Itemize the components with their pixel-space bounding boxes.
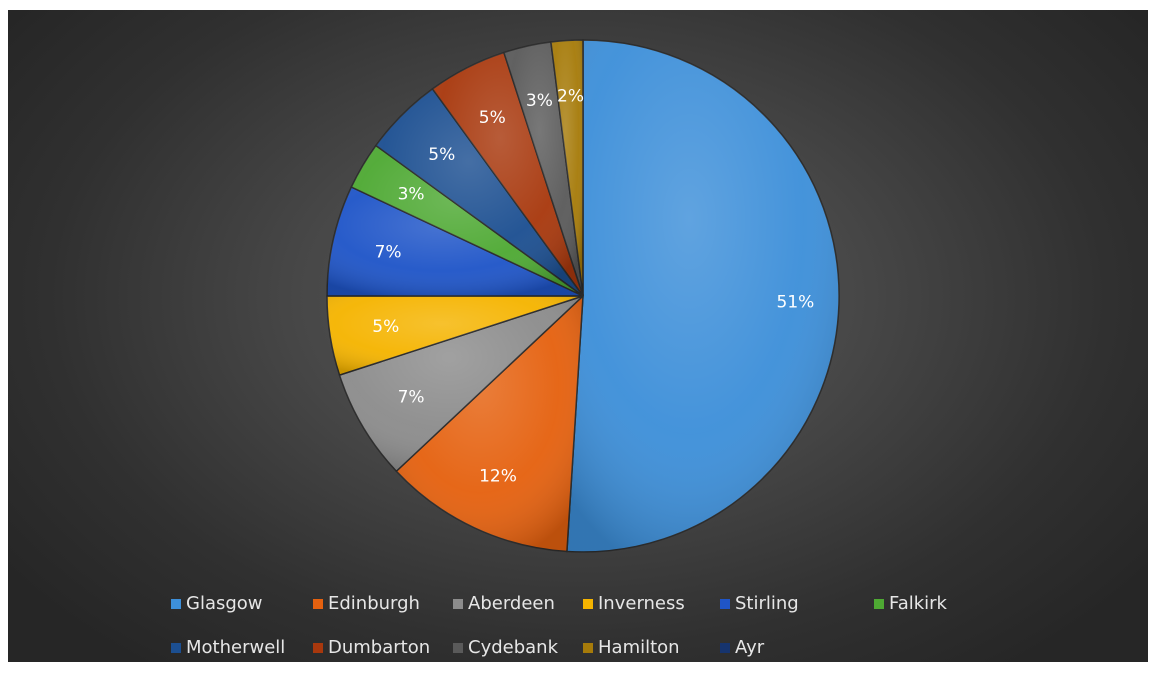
pie-slices — [326, 39, 840, 553]
legend-label: Dumbarton — [328, 637, 431, 658]
legend-label: Glasgow — [186, 593, 263, 614]
legend-swatch — [313, 598, 323, 609]
data-label-hamilton: 2% — [557, 87, 584, 107]
legend-swatch — [171, 642, 181, 653]
pie-slice-shine — [432, 52, 583, 296]
legend-label: Cydebank — [468, 637, 559, 658]
legend-item-inverness: Inverness — [583, 593, 685, 614]
legend-item-edinburgh: Edinburgh — [313, 593, 420, 614]
legend-swatch — [171, 598, 181, 609]
data-label-dumbarton: 5% — [479, 108, 506, 128]
legend-swatch — [313, 642, 323, 653]
legend-item-glasgow: Glasgow — [171, 593, 263, 614]
data-label-motherwell: 5% — [428, 145, 455, 165]
legend-label: Motherwell — [186, 637, 286, 658]
legend-item-aberdeen: Aberdeen — [453, 593, 555, 614]
chart-area: 51% 12% 7% 5% 7% 3% 5% 5% 3% 2% Glasgow Edinburgh… — [8, 10, 1148, 662]
data-label-aberdeen: 7% — [398, 388, 425, 408]
legend-swatch — [583, 642, 593, 653]
legend-label: Falkirk — [889, 593, 947, 614]
pie-slice-shine — [327, 296, 583, 376]
legend-label: Edinburgh — [328, 593, 420, 614]
data-label-edinburgh: 12% — [479, 467, 517, 487]
legend-swatch — [453, 598, 463, 609]
legend-swatch — [720, 642, 730, 653]
legend-item-falkirk: Falkirk — [874, 593, 947, 614]
legend-label: Ayr — [735, 637, 765, 658]
legend-label: Inverness — [598, 593, 685, 614]
data-label-stirling: 7% — [375, 242, 402, 262]
legend-label: Stirling — [735, 593, 799, 614]
legend-item-cydebank: Cydebank — [453, 637, 558, 658]
pie-slice-shine — [550, 40, 583, 296]
data-label-cydebank: 3% — [526, 91, 553, 111]
pie-slice-shine — [503, 42, 583, 296]
legend-label: Aberdeen — [468, 593, 555, 614]
legend-swatch — [453, 642, 463, 653]
pie-slice-shine — [351, 145, 583, 296]
pie-slice-shine — [339, 296, 583, 472]
legend-item-hamilton: Hamilton — [583, 637, 680, 658]
pie-data-labels: 51%12%7%5%7%3%5%5%3% 2% — [372, 87, 814, 487]
legend-item-dumbarton: Dumbarton — [313, 637, 430, 658]
legend-swatch — [720, 598, 730, 609]
pie-slice-shine — [327, 187, 583, 296]
legend-item-stirling: Stirling — [720, 593, 799, 614]
pie-slice-shine — [375, 88, 583, 296]
legend-item-ayr: Ayr — [720, 637, 764, 658]
legend-item-motherwell: Motherwell — [171, 637, 285, 658]
data-label-glasgow: 51% — [777, 293, 815, 313]
pie-slice-shine — [566, 39, 840, 552]
pie-slice-shine — [396, 296, 583, 552]
legend-label: Hamilton — [598, 637, 680, 658]
data-label-inverness: 5% — [372, 317, 399, 337]
legend-swatch — [874, 598, 884, 609]
pie-chart: 51%12%7%5%7%3%5%5%3% 2% — [326, 39, 840, 553]
data-label-falkirk: 3% — [398, 184, 425, 204]
legend-swatch — [583, 598, 593, 609]
